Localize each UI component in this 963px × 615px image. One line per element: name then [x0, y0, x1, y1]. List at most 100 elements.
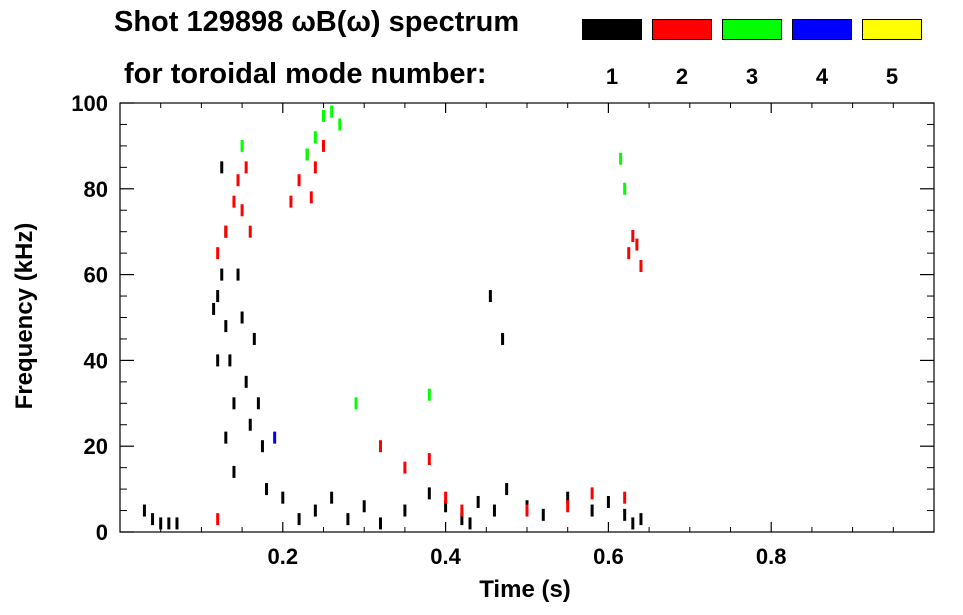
y-tick-label: 60	[84, 263, 108, 288]
chart-subtitle: for toroidal mode number:	[124, 58, 487, 90]
mode-1-point	[159, 517, 163, 530]
mode-1-point	[232, 465, 236, 478]
mode-1-point	[566, 491, 570, 504]
mode-3-point	[240, 139, 244, 152]
mode-1-point	[460, 513, 464, 526]
mode-1-point	[244, 375, 248, 388]
mode-1-point	[167, 517, 171, 530]
mode-1-point	[330, 491, 334, 504]
mode-1-point	[501, 332, 505, 345]
mode-2-point	[590, 487, 594, 500]
mode-2-point	[244, 161, 248, 174]
mode-1-point	[224, 320, 228, 333]
mode-1-point	[631, 517, 635, 530]
mode-2-point	[297, 174, 301, 187]
y-axis-label: Frequency (kHz)	[11, 223, 38, 410]
mode-4-point	[273, 431, 277, 444]
mode-1-point	[606, 495, 610, 508]
mode-2-point	[289, 195, 293, 208]
mode-2-point	[525, 504, 529, 517]
mode-1-point	[252, 332, 256, 345]
mode-2-point	[623, 491, 627, 504]
mode-1-point	[639, 513, 643, 526]
x-tick-label: 0.6	[593, 544, 624, 569]
mode-1-point	[590, 504, 594, 517]
mode-2-point	[460, 504, 464, 517]
mode-2-point	[627, 247, 631, 260]
y-tick-label: 100	[71, 91, 108, 116]
mode-1-point	[313, 504, 317, 517]
mode-3-point	[338, 118, 342, 131]
mode-1-point	[488, 290, 492, 303]
mode-1-point	[541, 508, 545, 521]
legend-label-mode-5: 5	[885, 64, 899, 89]
mode-1-point	[236, 268, 240, 281]
mode-3-point	[313, 131, 317, 144]
mode-2-point	[236, 174, 240, 187]
chart-title: Shot 129898 ωB(ω) spectrum	[114, 6, 520, 38]
mode-1-point	[362, 500, 366, 513]
y-tick-label: 40	[84, 348, 108, 373]
mode-1-point	[505, 483, 509, 496]
axis-ticks: 0.2 0.4 0.6 0.8 0 20 40 60 80 100	[71, 91, 934, 569]
mode-1-point	[142, 504, 146, 517]
mode-2-point	[248, 225, 252, 238]
mode-2-point	[566, 500, 570, 513]
legend-label-mode-2: 2	[675, 64, 689, 89]
mode-1-point	[220, 161, 224, 174]
data-marks	[142, 105, 643, 530]
legend-swatch-mode-4	[792, 19, 852, 40]
x-tick-label: 0.2	[268, 544, 299, 569]
mode-1-point	[216, 354, 220, 367]
mode-1-point	[427, 487, 431, 500]
mode-2-point	[427, 453, 431, 466]
mode-1-point	[265, 483, 269, 496]
mode-2-point	[639, 260, 643, 273]
mode-3-point	[623, 182, 627, 195]
mode-1-point	[212, 302, 216, 315]
mode-1-point	[297, 513, 301, 526]
x-tick-label: 0.4	[430, 544, 461, 569]
mode-3-point	[322, 109, 325, 122]
mode-1-point	[260, 440, 264, 453]
mode-2-point	[240, 204, 244, 217]
legend-swatch-mode-3	[722, 19, 782, 40]
mode-2-point	[216, 513, 220, 526]
mode-1-point	[623, 508, 627, 521]
y-tick-label: 20	[84, 434, 108, 459]
mode-1-point	[224, 431, 228, 444]
y-tick-label: 80	[84, 177, 108, 202]
mode-3-point	[354, 397, 358, 410]
y-tick-label: 0	[96, 520, 108, 545]
legend-swatch-mode-5	[862, 19, 922, 40]
legend-label-mode-3: 3	[745, 64, 759, 89]
mode-1-point	[232, 397, 236, 410]
mode-3-point	[330, 105, 334, 118]
mode-1-point	[346, 513, 350, 526]
mode-1-point	[476, 495, 480, 508]
mode-2-point	[403, 461, 407, 474]
mode-1-point	[403, 504, 407, 517]
mode-1-point	[444, 500, 448, 513]
mode-1-point	[256, 397, 260, 410]
mode-2-point	[224, 225, 228, 238]
mode-2-point	[232, 195, 236, 208]
mode-3-point	[619, 152, 623, 165]
legend-label-mode-4: 4	[815, 64, 829, 89]
mode-2-point	[322, 139, 325, 152]
mode-1-point	[378, 517, 382, 530]
x-axis-label: Time (s)	[479, 576, 571, 603]
mode-3-point	[305, 148, 309, 161]
mode-2-point	[378, 440, 382, 453]
mode-1-point	[492, 504, 496, 517]
mode-1-point	[240, 311, 244, 324]
x-tick-label: 0.8	[756, 544, 787, 569]
mode-2-point	[216, 247, 220, 260]
mode-1-point	[228, 354, 232, 367]
legend-swatch-mode-2	[652, 19, 712, 40]
mode-2-point	[309, 191, 313, 204]
legend-label-mode-1: 1	[605, 64, 619, 89]
mode-1-point	[175, 517, 179, 530]
mode-2-point	[631, 229, 635, 242]
